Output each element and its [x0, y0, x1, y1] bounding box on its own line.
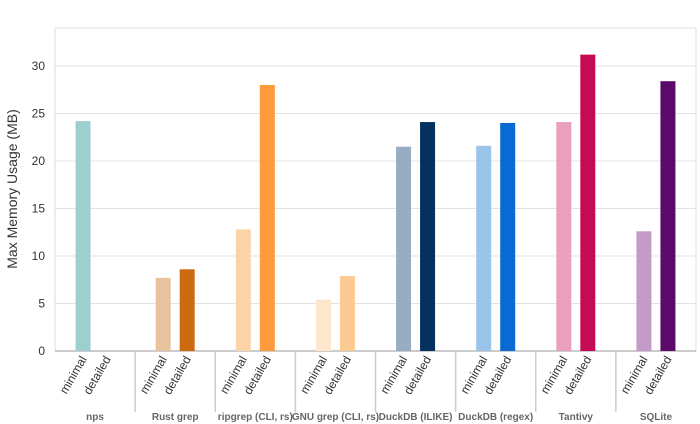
bar — [235, 229, 251, 351]
y-tick-label: 30 — [32, 59, 46, 73]
bar — [476, 145, 492, 351]
bar — [155, 277, 171, 351]
bar — [179, 269, 195, 351]
category-label: SQLite — [640, 412, 673, 423]
y-axis-title: Max Memory Usage (MB) — [4, 109, 20, 268]
bar — [315, 299, 331, 351]
category-label: Tantivy — [559, 412, 594, 423]
bar — [556, 122, 572, 351]
y-tick-label: 25 — [32, 107, 46, 121]
bar — [636, 231, 652, 351]
bar — [660, 81, 676, 351]
bar — [75, 121, 91, 351]
y-tick-label: 0 — [38, 344, 45, 358]
y-tick-label: 10 — [32, 249, 46, 263]
category-label: GNU grep (CLI, rs) — [292, 412, 379, 423]
y-tick-label: 15 — [32, 202, 46, 216]
y-axis-ticks: 0 5 10 15 20 25 30 — [32, 59, 46, 358]
y-tick-label: 5 — [38, 297, 45, 311]
bar — [259, 85, 275, 351]
category-label: nps — [86, 412, 104, 423]
bar — [580, 54, 596, 351]
category-label: ripgrep (CLI, rs) — [218, 412, 293, 423]
bars — [75, 54, 676, 351]
category-label: DuckDB (ILIKE) — [379, 412, 453, 423]
bar — [420, 122, 436, 351]
category-label: Rust grep — [152, 412, 199, 423]
y-tick-label: 20 — [32, 154, 46, 168]
bar — [500, 123, 516, 351]
bar — [396, 146, 412, 351]
category-label: DuckDB (regex) — [458, 412, 533, 423]
bar — [339, 275, 355, 351]
